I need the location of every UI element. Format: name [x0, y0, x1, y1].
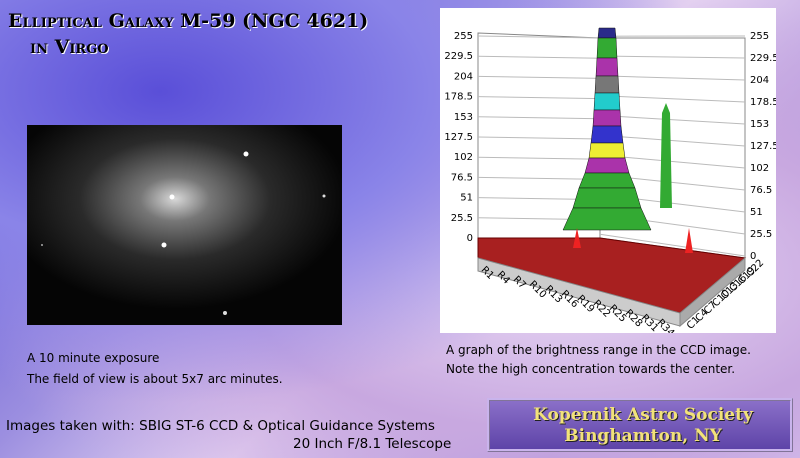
wall-grid [477, 35, 601, 39]
wall-grid [477, 75, 601, 79]
peak-band [578, 172, 636, 189]
society-name: Kopernik Astro Society [533, 405, 753, 425]
axis-label: 25.5 [451, 213, 473, 224]
wall-grid [477, 116, 601, 120]
axis-label: 178.5 [444, 92, 473, 103]
peak-band [572, 187, 642, 209]
axis-label: 255 [454, 31, 473, 42]
axis-label: 0 [467, 233, 473, 244]
wall-grid [599, 75, 746, 81]
axis-label: 76.5 [451, 172, 473, 183]
peak-band [596, 37, 618, 59]
wall-grid [477, 96, 601, 100]
axis-label: 204 [454, 71, 473, 82]
axis-label: 153 [750, 119, 769, 130]
caption-line: Note the high concentration towards the … [446, 362, 736, 376]
wall-grid [477, 136, 601, 140]
title: Elliptical Galaxy M-59 (NGC 4621) [8, 10, 369, 32]
axis-label: 229.5 [444, 51, 473, 62]
equipment-line: 20 Inch F/8.1 Telescope [293, 436, 452, 452]
axis-label: 204 [750, 75, 769, 86]
wall-grid [477, 156, 601, 160]
wall-grid [477, 176, 601, 180]
peak-band [594, 75, 620, 94]
peak-band [584, 157, 630, 174]
wall-grid [599, 233, 746, 257]
axis-label: 51 [460, 193, 473, 204]
wall-grid [599, 95, 746, 103]
peak-band [592, 109, 622, 127]
axis-label: 0 [750, 251, 756, 262]
peak-band [593, 92, 621, 111]
peak-band [597, 27, 617, 39]
axis-label: 127.5 [444, 132, 473, 143]
caption-line: A 10 minute exposure [27, 351, 160, 365]
brightness-graph: 255 229.5 204 178.5 153 127.5 102 76.5 51 25.5 0 25… [440, 8, 776, 333]
axis-label: 178.5 [750, 97, 776, 108]
caption-line: A graph of the brightness range in the C… [446, 343, 751, 357]
society-badge: Kopernik Astro Society Binghamton, NY [487, 398, 793, 452]
peak-band [590, 125, 624, 144]
axis-label: 76.5 [750, 185, 772, 196]
axis-label: 127.5 [750, 141, 776, 152]
axis-label: 102 [454, 152, 473, 163]
axis-label: 25.5 [750, 229, 772, 240]
galaxy-image [27, 125, 342, 325]
wall-grid [599, 55, 746, 59]
peak-band [562, 207, 652, 231]
wall-grid [477, 55, 601, 59]
wall-grid [599, 114, 746, 125]
equipment-line: Images taken with: SBIG ST-6 CCD & Optic… [6, 418, 435, 434]
wall-grid [599, 134, 746, 147]
axis-label: 229.5 [750, 53, 776, 64]
axis-label: 255 [750, 31, 769, 42]
society-location: Binghamton, NY [564, 426, 722, 446]
axis-label: 51 [750, 207, 763, 218]
caption-line: The field of view is about 5x7 arc minut… [27, 372, 283, 386]
peak-band [588, 142, 626, 159]
axis-label: 153 [454, 112, 473, 123]
axis-label: 102 [750, 163, 769, 174]
subtitle: in Virgo [30, 36, 109, 58]
peak-band [595, 57, 619, 77]
